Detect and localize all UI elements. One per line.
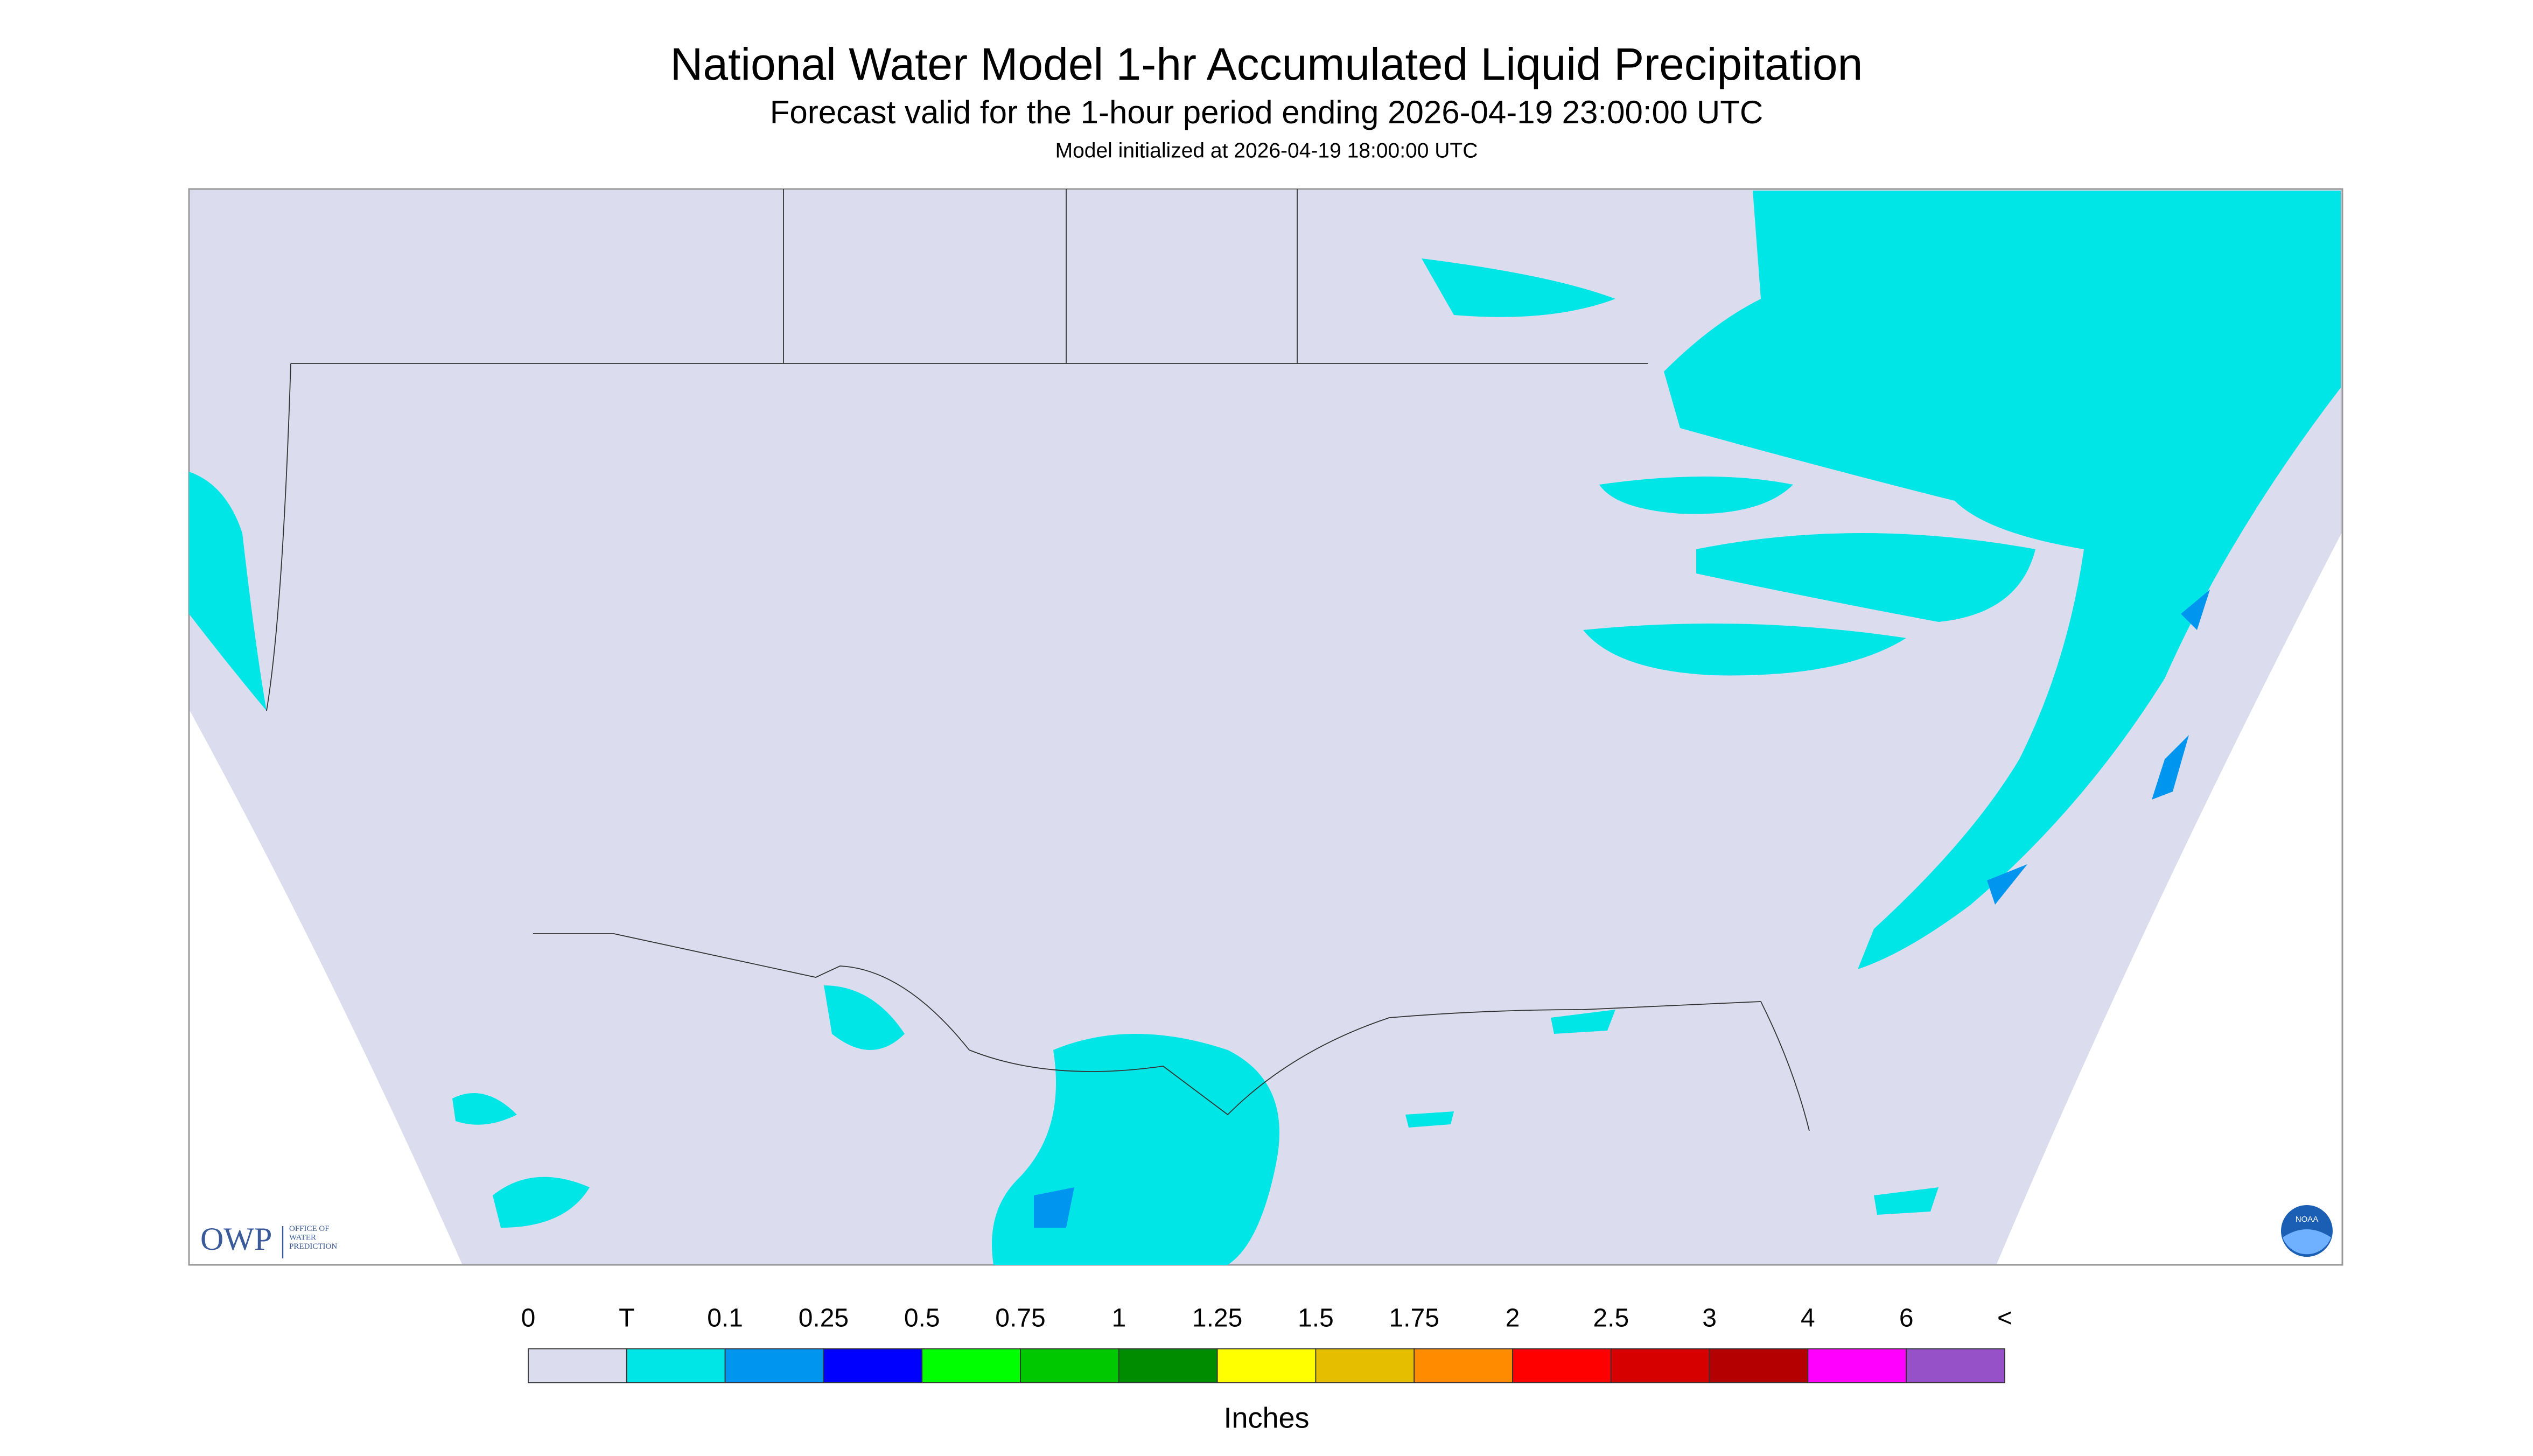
canada-provinces (783, 189, 1298, 363)
colorbar-swatch (1709, 1348, 1809, 1383)
colorbar-label: 2.5 (1593, 1304, 1629, 1333)
precip-pacific (493, 1177, 590, 1228)
precip-moderate-2 (1987, 864, 2027, 905)
colorbar-label: 0.5 (904, 1304, 940, 1333)
colorbar-label: 1.25 (1192, 1304, 1242, 1333)
colorbar-swatch (1020, 1348, 1119, 1383)
precip-areas (189, 191, 2341, 1265)
owp-text-line: OFFICE OF (289, 1224, 330, 1233)
figure-scaled: National Water Model 1-hr Accumulated Li… (188, 39, 2343, 1434)
colorbar-label: 0 (521, 1304, 536, 1333)
boundaries (266, 189, 1810, 1131)
colorbar-label: T (619, 1304, 634, 1333)
colorbar-label: 1.5 (1298, 1304, 1334, 1333)
subtitle: Forecast valid for the 1-hour period end… (770, 94, 1763, 130)
noaa-wave (2283, 1229, 2331, 1255)
colorbar-swatch (823, 1348, 923, 1383)
precip-west-coast (189, 472, 267, 711)
colorbar-swatch (1906, 1348, 2005, 1383)
colorbar-swatch (1315, 1348, 1415, 1383)
colorbar-label: 0.75 (995, 1304, 1045, 1333)
precip-lakes-2 (1696, 533, 2035, 622)
colorbar-label: 4 (1801, 1304, 1815, 1333)
precip-moderate-1 (2152, 735, 2189, 800)
colorbar-swatch (1216, 1348, 1317, 1383)
precip-moderate (1034, 590, 2210, 1228)
colorbar-label: 6 (1899, 1304, 1914, 1333)
colorbar-label: 0.1 (707, 1304, 743, 1333)
colorbar-swatch (528, 1348, 627, 1383)
precip-gulf-2 (1551, 1010, 1615, 1034)
colorbar-label: 1 (1111, 1304, 1126, 1333)
precip-ohio (1583, 624, 1906, 676)
colorbar-swatch (1414, 1348, 1513, 1383)
colorbar-unit: Inches (1223, 1402, 1309, 1434)
precip-ontario (1422, 258, 1615, 317)
precip-moderate-3 (2181, 590, 2210, 630)
title: National Water Model 1-hr Accumulated Li… (670, 39, 1863, 89)
colorbar-label: < (1997, 1304, 2012, 1333)
colorbar-swatch (921, 1348, 1021, 1383)
colorbar: 0 T 0.1 0.25 0.5 0.75 1 1.25 1.5 1.75 2 2.5 3 4 6 < (521, 1304, 2012, 1383)
colorbar-swatch (1512, 1348, 1612, 1383)
colorbar-swatch (1118, 1348, 1218, 1383)
colorbar-label: 2 (1506, 1304, 1520, 1333)
us-border (266, 363, 1810, 1131)
colorbar-label: 3 (1702, 1304, 1717, 1333)
precip-texas-west (824, 985, 905, 1050)
precip-atlantic (1874, 1187, 1939, 1215)
colorbar-swatch (724, 1348, 824, 1383)
colorbar-label: 0.25 (799, 1304, 849, 1333)
precip-gulf (1405, 1111, 1454, 1128)
noaa-text: NOAA (2296, 1215, 2319, 1224)
precip-pacific-2 (452, 1093, 517, 1125)
precip-northeast (1664, 191, 2341, 969)
owp-text-line: PREDICTION (289, 1242, 337, 1251)
colorbar-swatch (626, 1348, 726, 1383)
owp-text-line: WATER (289, 1234, 316, 1242)
colorbar-label: 1.75 (1389, 1304, 1439, 1333)
owp-logo: OWP (200, 1221, 272, 1257)
init-note: Model initialized at 2026-04-19 18:00:00… (1055, 139, 1478, 162)
colorbar-swatch (1610, 1348, 1710, 1383)
precip-moderate-4 (1034, 1187, 1074, 1228)
colorbar-swatch (1807, 1348, 1907, 1383)
precip-lakes (1599, 477, 1793, 514)
